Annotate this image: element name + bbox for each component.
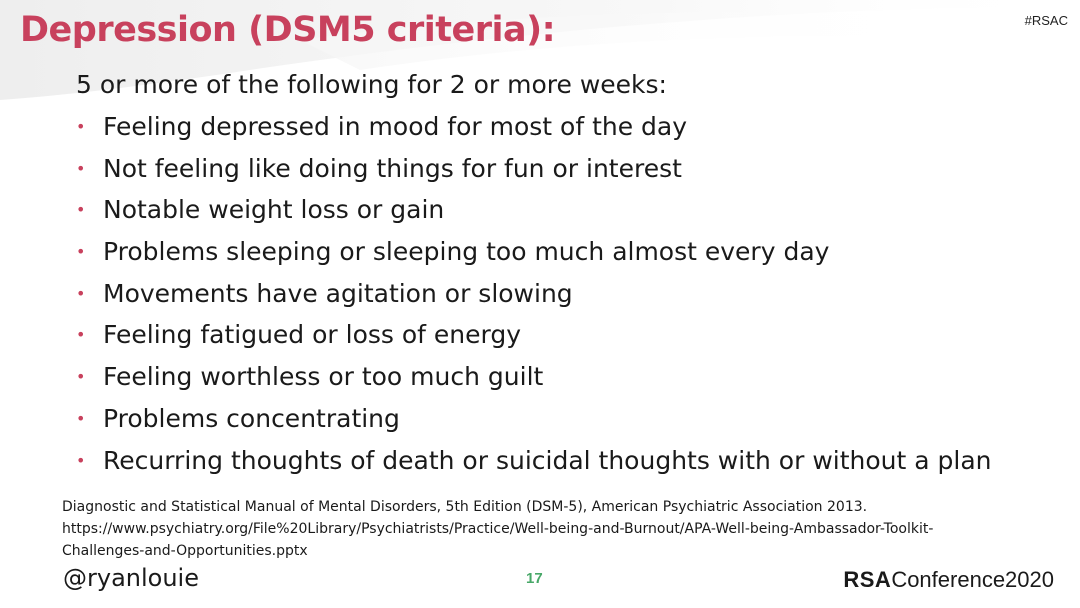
criteria-item-text: Notable weight loss or gain	[103, 195, 445, 225]
brand-prefix: RSA	[843, 567, 892, 592]
slide-title: Depression (DSM5 criteria):	[20, 10, 556, 50]
criteria-item: • Problems sleeping or sleeping too much …	[76, 231, 1076, 273]
criteria-item-text: Problems concentrating	[103, 403, 400, 433]
bullet-dot-icon: •	[76, 450, 86, 470]
speaker-handle: @ryanlouie	[63, 564, 199, 592]
bullet-dot-icon: •	[76, 242, 86, 262]
bullet-dot-icon: •	[76, 117, 86, 136]
citation-url: https://www.psychiatry.org/File%20Librar…	[62, 521, 934, 537]
citation-reference: Diagnostic and Statistical Manual of Men…	[62, 499, 868, 515]
page-number: 17	[526, 570, 543, 587]
criteria-item: • Notable weight loss or gain	[76, 189, 1076, 231]
criteria-item-text: Not feeling like doing things for fun or…	[103, 153, 682, 183]
rsa-conference-logo: RSAConference2020	[843, 567, 1054, 593]
criteria-item-text: Feeling fatigued or loss of energy	[103, 320, 522, 350]
bullet-dot-icon: •	[76, 200, 86, 220]
criteria-item: • Problems concentrating	[76, 398, 1076, 440]
criteria-item-text: Feeling worthless or too much guilt	[103, 362, 544, 392]
criteria-item: • Feeling worthless or too much guilt	[76, 356, 1076, 398]
bullet-dot-icon: •	[76, 367, 86, 387]
criteria-item-text: Recurring thoughts of death or suicidal …	[103, 445, 992, 475]
brand-suffix: Conference2020	[891, 567, 1054, 592]
criteria-list: • Feeling depressed in mood for most of t…	[76, 106, 1076, 481]
bullet-dot-icon: •	[76, 325, 86, 345]
criteria-intro: 5 or more of the following for 2 or more…	[76, 70, 667, 99]
bullet-dot-icon: •	[76, 158, 86, 178]
criteria-item-text: Feeling depressed in mood for most of th…	[103, 112, 688, 141]
criteria-item: • Recurring thoughts of death or suicidal…	[76, 440, 1076, 482]
criteria-item: • Movements have agitation or slowing	[76, 273, 1076, 315]
bullet-dot-icon: •	[76, 283, 86, 303]
hashtag-label: #RSAC	[1024, 13, 1068, 28]
bullet-dot-icon: •	[76, 408, 86, 428]
citation-url-continued: Challenges-and-Opportunities.pptx	[62, 543, 308, 559]
criteria-item: • Feeling fatigued or loss of energy	[76, 314, 1076, 356]
criteria-item: • Feeling depressed in mood for most of t…	[76, 106, 1076, 148]
criteria-item: • Not feeling like doing things for fun o…	[76, 148, 1076, 190]
criteria-item-text: Problems sleeping or sleeping too much a…	[103, 237, 830, 267]
citation-block: Diagnostic and Statistical Manual of Men…	[62, 496, 1072, 562]
criteria-item-text: Movements have agitation or slowing	[103, 278, 573, 308]
